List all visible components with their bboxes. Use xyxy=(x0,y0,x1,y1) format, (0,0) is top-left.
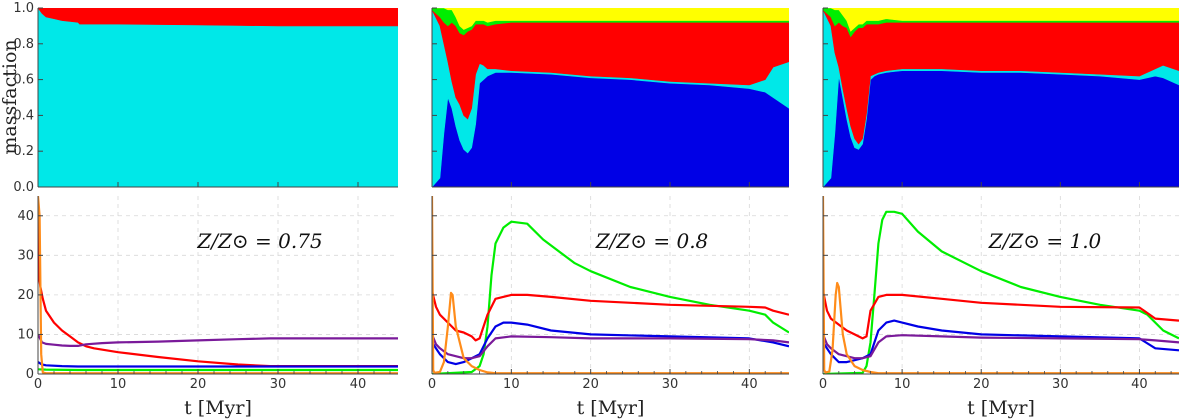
area-series xyxy=(823,8,1179,32)
area-series xyxy=(432,8,789,30)
x-tick-label: 40 xyxy=(350,377,367,392)
panel-top-left: 0.0 0.2 0.4 0.6 0.8 1.0 xyxy=(13,1,398,195)
panel-bottom-middle: 0 10 20 30 40 t [Myr] Z/Z⊙ = 0.8 xyxy=(428,196,789,419)
x-tick-label: 30 xyxy=(270,377,287,392)
x-axis-label: t [Myr] xyxy=(577,397,645,419)
area-series xyxy=(38,8,398,27)
line-layer xyxy=(432,196,789,374)
series-line xyxy=(823,196,1179,374)
ylabel-top: massfaction xyxy=(0,39,21,154)
series-line xyxy=(823,210,1179,374)
line-layer xyxy=(823,196,1179,374)
area-series xyxy=(432,72,789,187)
x-tick-label: 10 xyxy=(503,377,520,392)
x-tick-label: 30 xyxy=(662,377,679,392)
line-layer xyxy=(38,196,398,374)
series-line xyxy=(823,333,1179,360)
x-tick-label: 10 xyxy=(894,377,911,392)
x-tick-label: 20 xyxy=(190,377,207,392)
metallicity-annotation: Z/Z⊙ = 0.75 xyxy=(196,229,322,253)
y-tick-label: 0.6 xyxy=(13,73,34,88)
metallicity-annotation: Z/Z⊙ = 1.0 xyxy=(988,229,1102,253)
y-tick-label: 30 xyxy=(17,248,34,263)
y-tick-label: 0 xyxy=(26,367,34,382)
x-tick-label: 20 xyxy=(973,377,990,392)
series-line xyxy=(38,333,398,347)
x-tick-label: 40 xyxy=(1131,377,1148,392)
y-tick-label: 1.0 xyxy=(13,1,34,16)
panel-top-right xyxy=(822,7,1179,188)
x-tick-label: 0 xyxy=(819,377,827,392)
area-series xyxy=(823,70,1179,187)
y-tick-label: 10 xyxy=(17,327,34,342)
panel-bottom-right: 0 10 20 30 40 t [Myr] Z/Z⊙ = 1.0 xyxy=(819,196,1179,419)
area-layer xyxy=(38,8,398,187)
x-tick-label: 30 xyxy=(1052,377,1069,392)
x-tick-label: 0 xyxy=(428,377,436,392)
y-tick-label: 0.0 xyxy=(13,180,34,195)
series-line xyxy=(823,319,1179,364)
y-tick-label: 40 xyxy=(17,209,34,224)
x-axis-label: t [Myr] xyxy=(184,397,252,419)
series-line xyxy=(432,321,789,366)
y-tick-label: 0.4 xyxy=(13,108,34,123)
y-tick-label: 20 xyxy=(17,288,34,303)
x-tick-label: 20 xyxy=(582,377,599,392)
series-line xyxy=(38,368,398,372)
x-tick-label: 40 xyxy=(741,377,758,392)
x-tick-label: 10 xyxy=(110,377,127,392)
series-line xyxy=(38,196,398,374)
y-tick-label: 0.2 xyxy=(13,144,34,159)
series-line xyxy=(38,361,398,368)
area-layer xyxy=(823,8,1179,187)
x-tick-label: 0 xyxy=(34,377,42,392)
area-layer xyxy=(432,8,789,187)
y-tick-label: 0.8 xyxy=(13,37,34,52)
panel-top-middle xyxy=(431,7,789,188)
series-line xyxy=(432,196,789,374)
panel-bottom-left: 0 10 20 30 40 0 10 20 30 40 t [Myr] Z/Z⊙ = 0.75 xyxy=(17,196,398,419)
x-axis-label: t [Myr] xyxy=(967,397,1035,419)
metallicity-annotation: Z/Z⊙ = 0.8 xyxy=(595,229,709,253)
area-series xyxy=(38,8,398,187)
series-line xyxy=(823,290,1179,340)
